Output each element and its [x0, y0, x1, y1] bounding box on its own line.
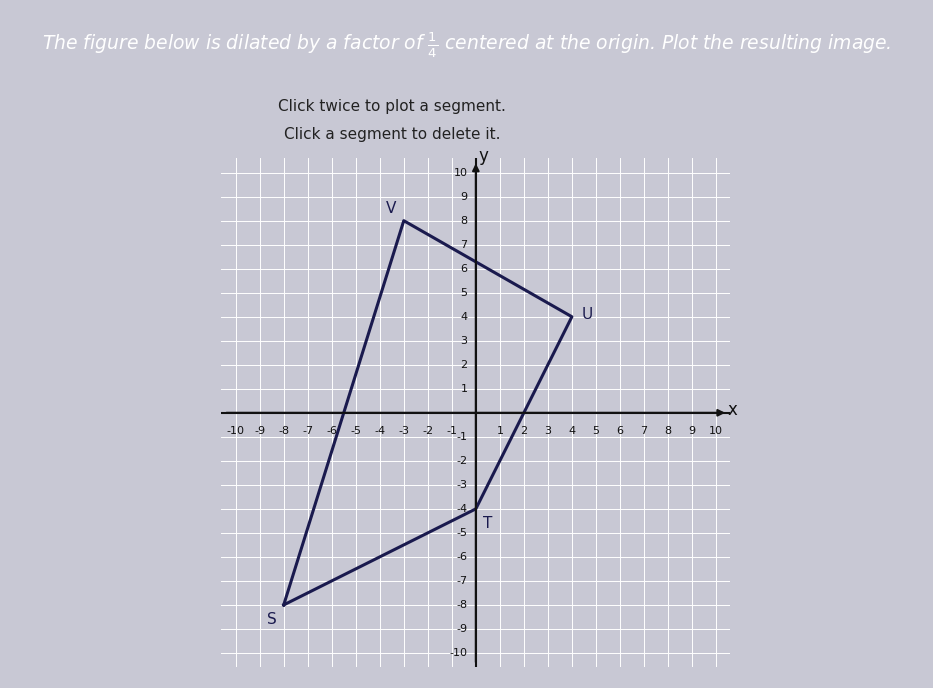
Text: 5: 5 — [460, 288, 467, 298]
Text: 3: 3 — [460, 336, 467, 346]
Text: -9: -9 — [254, 426, 265, 436]
Text: 6: 6 — [460, 264, 467, 274]
Text: -1: -1 — [456, 432, 467, 442]
Text: 4: 4 — [568, 426, 576, 436]
Text: x: x — [728, 401, 738, 420]
Text: 9: 9 — [689, 426, 695, 436]
Text: -8: -8 — [278, 426, 289, 436]
Text: 8: 8 — [664, 426, 672, 436]
Text: -7: -7 — [302, 426, 313, 436]
Text: 6: 6 — [617, 426, 623, 436]
Text: -1: -1 — [446, 426, 457, 436]
Text: -8: -8 — [456, 600, 467, 610]
Text: -6: -6 — [456, 552, 467, 562]
Text: 2: 2 — [521, 426, 527, 436]
Text: 3: 3 — [544, 426, 551, 436]
Text: The figure below is dilated by a factor of $\frac{1}{4}$ centered at the origin.: The figure below is dilated by a factor … — [42, 31, 891, 60]
Text: -5: -5 — [350, 426, 361, 436]
Text: 7: 7 — [640, 426, 648, 436]
Text: S: S — [267, 612, 276, 627]
Text: 9: 9 — [460, 192, 467, 202]
Text: 5: 5 — [592, 426, 599, 436]
Text: -2: -2 — [456, 456, 467, 466]
Text: 10: 10 — [709, 426, 723, 436]
Text: 8: 8 — [460, 215, 467, 226]
Text: -4: -4 — [456, 504, 467, 514]
Text: 1: 1 — [460, 384, 467, 394]
Text: Click a segment to delete it.: Click a segment to delete it. — [284, 127, 500, 142]
Text: -7: -7 — [456, 576, 467, 586]
Text: -9: -9 — [456, 624, 467, 634]
Text: -4: -4 — [374, 426, 385, 436]
Text: y: y — [478, 147, 488, 165]
Text: -6: -6 — [327, 426, 337, 436]
Text: U: U — [581, 307, 592, 322]
Text: 2: 2 — [460, 360, 467, 369]
Text: -2: -2 — [423, 426, 433, 436]
Text: V: V — [386, 201, 397, 216]
Text: -3: -3 — [398, 426, 410, 436]
Text: 4: 4 — [460, 312, 467, 322]
Text: -3: -3 — [456, 480, 467, 490]
Text: Click twice to plot a segment.: Click twice to plot a segment. — [278, 99, 506, 114]
Text: 1: 1 — [496, 426, 503, 436]
Text: -5: -5 — [456, 528, 467, 538]
Text: T: T — [483, 516, 493, 531]
Text: 10: 10 — [453, 168, 467, 178]
Text: -10: -10 — [450, 648, 467, 658]
Text: 7: 7 — [460, 239, 467, 250]
Text: -10: -10 — [227, 426, 244, 436]
